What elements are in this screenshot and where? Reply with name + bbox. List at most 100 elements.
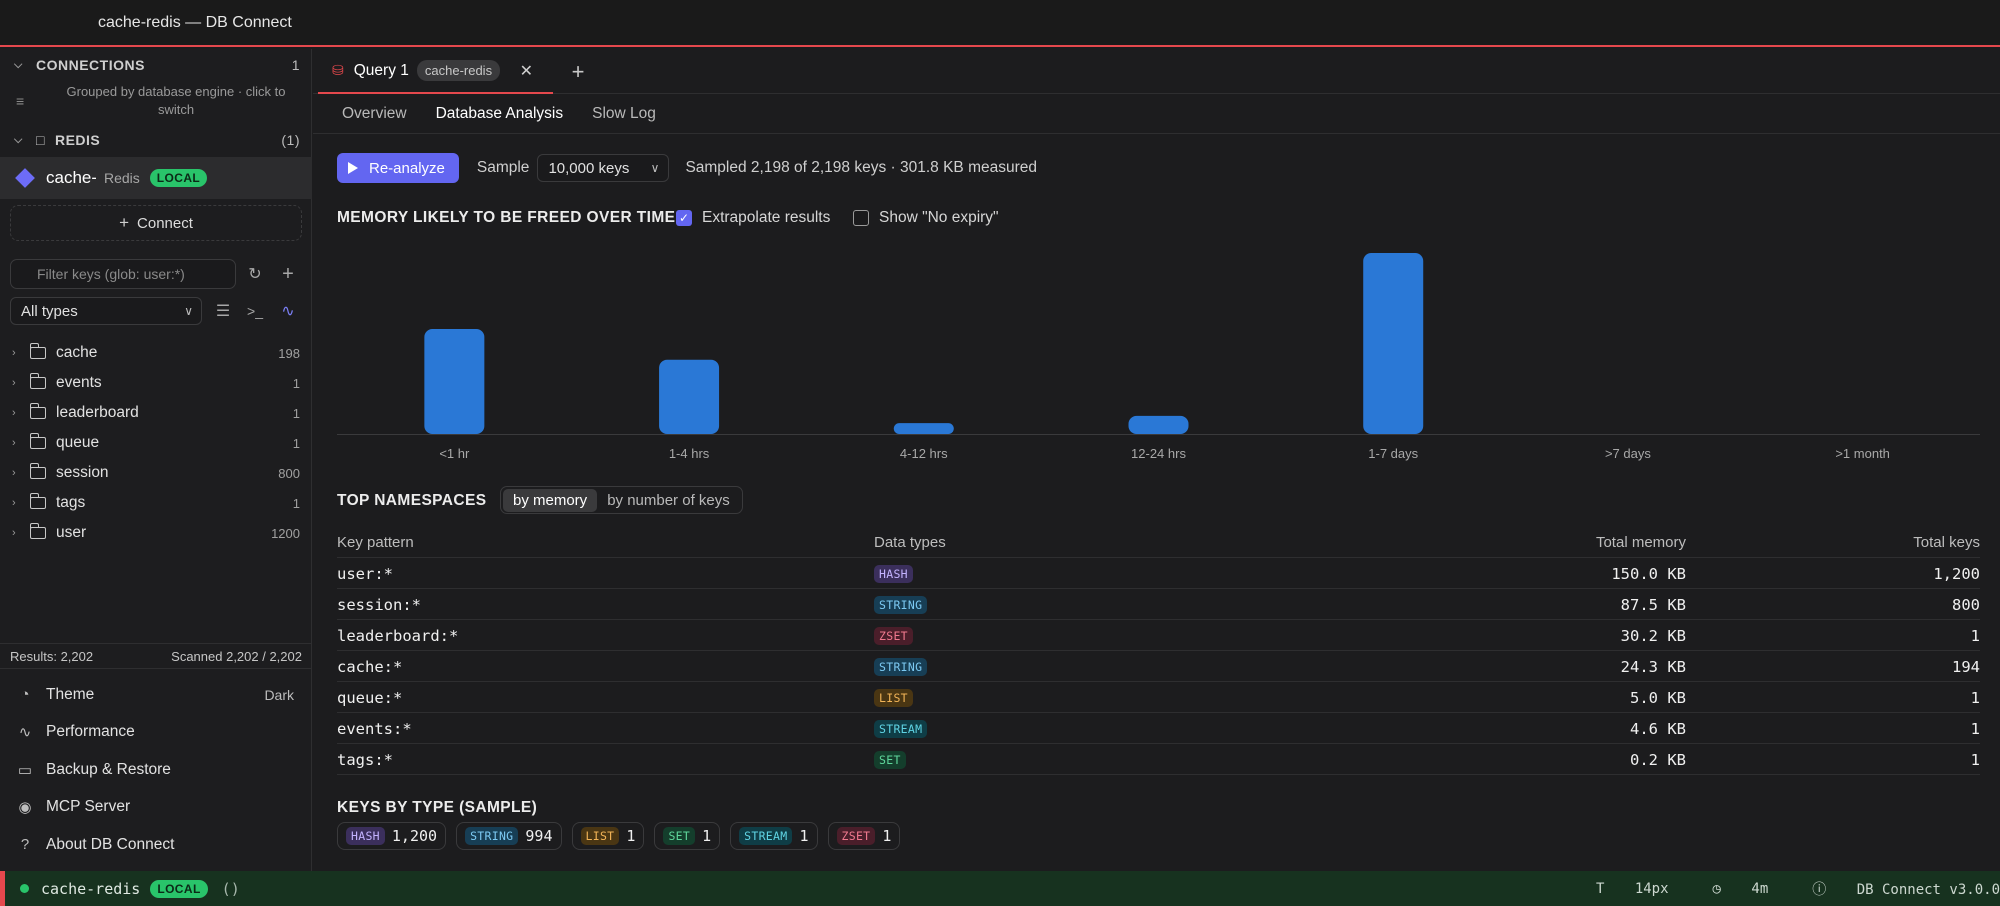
tab-database-analysis[interactable]: Database Analysis (435, 104, 564, 122)
table-row[interactable]: cache:* STRING 24.3 KB 194 (337, 651, 1980, 682)
reanalyze-label: Re-analyze (369, 159, 445, 177)
total-keys: 194 (1952, 657, 1980, 676)
connections-header[interactable]: ⌵ CONNECTIONS 1 (0, 51, 312, 79)
keys-by-type-title: KEYS BY TYPE (SAMPLE) (337, 799, 538, 816)
chart-bar[interactable] (424, 329, 485, 434)
menu-label: Backup & Restore (46, 760, 171, 778)
close-icon[interactable]: ✕ (519, 62, 533, 80)
col-total-keys[interactable]: Total keys (1913, 534, 1980, 551)
list-view-icon[interactable]: ☰ (215, 303, 231, 320)
tab-label: Query 1 (353, 61, 409, 79)
type-badge: LIST (580, 827, 620, 845)
data-type-cell: HASH (874, 558, 913, 589)
filter-keys-input[interactable] (10, 259, 236, 289)
chevron-right-icon: › (12, 527, 16, 539)
total-keys: 1 (1970, 719, 1980, 738)
tree-folder-queue[interactable]: › queue 1 (0, 428, 312, 458)
menu-about[interactable]: ? About DB Connect (0, 826, 312, 864)
tab-query-1[interactable]: ⛁ Query 1 cache-redis ✕ (318, 49, 553, 94)
type-count-pill: HASH 1,200 (337, 822, 447, 850)
no-expiry-label: Show "No expiry" (879, 209, 999, 226)
folder-name: tags (56, 494, 86, 511)
total-keys: 1,200 (1933, 564, 1980, 583)
status-connection[interactable]: cache-redis (41, 879, 141, 898)
chart-x-label: 12-24 hrs (1131, 446, 1186, 461)
type-count-pill: ZSET 1 (827, 822, 901, 850)
extrapolate-label: Extrapolate results (702, 209, 831, 226)
connections-label: CONNECTIONS (36, 57, 145, 73)
type-badge: HASH (346, 827, 385, 845)
data-type-cell: STRING (874, 589, 928, 620)
group-redis-header[interactable]: ⌵ □ REDIS (1) (0, 126, 312, 154)
sort-by-memory[interactable]: by memory (503, 488, 598, 512)
folder-icon (29, 523, 46, 539)
table-row[interactable]: tags:* SET 0.2 KB 1 (337, 744, 1980, 775)
connection-item[interactable]: cache-redis Redis LOCAL (0, 157, 312, 199)
table-row[interactable]: user:* HASH 150.0 KB 1,200 (337, 558, 1980, 589)
sort-by-key-count[interactable]: by number of keys (607, 491, 730, 509)
uptime-indicator: ◷ 4m (1691, 881, 1769, 897)
chart-x-label: >7 days (1605, 446, 1651, 461)
type-badge: LIST (874, 688, 913, 707)
redis-diamond-icon (15, 168, 35, 188)
no-expiry-checkbox[interactable]: Show "No expiry" (853, 209, 999, 227)
chevron-right-icon: › (12, 347, 16, 359)
chart-x-label: 1-7 days (1368, 446, 1418, 461)
tree-folder-user[interactable]: › user 1200 (0, 518, 312, 548)
col-total-memory[interactable]: Total memory (1595, 534, 1686, 551)
font-size-value: 14px (1634, 880, 1669, 897)
refresh-icon[interactable]: ↻ (248, 266, 262, 283)
extrapolate-checkbox[interactable]: ✓ Extrapolate results (676, 209, 830, 227)
col-data-types[interactable]: Data types (874, 534, 946, 551)
type-badge: STRING (874, 595, 928, 614)
font-size-indicator[interactable]: T 14px (1574, 881, 1669, 897)
version-indicator[interactable]: ⓘ DB Connect v3.0.0 (1790, 879, 2000, 899)
key-pattern: user:* (337, 564, 393, 583)
table-row[interactable]: events:* STREAM 4.6 KB 1 (337, 713, 1980, 744)
menu-performance[interactable]: ∿ Performance (0, 714, 312, 752)
table-body: user:* HASH 150.0 KB 1,200 session:* STRING 87… (337, 558, 1980, 775)
menu-backup-restore[interactable]: ▭ Backup & Restore (0, 751, 312, 789)
chart-x-label: <1 hr (439, 446, 470, 461)
tree-folder-events[interactable]: › events 1 (0, 368, 312, 398)
group-hint[interactable]: ≡ Grouped by database engine · click to … (12, 83, 308, 123)
analysis-icon[interactable]: ∿ (281, 303, 295, 320)
table-row[interactable]: leaderboard:* ZSET 30.2 KB 1 (337, 620, 1980, 651)
key-tree: › cache 198 › events 1 › leaderboard 1 ›… (0, 338, 312, 548)
menu-theme[interactable]: ◔ Theme Dark (0, 676, 312, 714)
chevron-down-icon: ⌵ (14, 58, 23, 71)
connect-button[interactable]: + Connect (10, 205, 302, 241)
table-row[interactable]: session:* STRING 87.5 KB 800 (337, 589, 1980, 620)
terminal-icon[interactable]: >_ (247, 303, 263, 319)
table-row[interactable]: queue:* LIST 5.0 KB 1 (337, 682, 1980, 713)
palette-icon: ◔ (20, 686, 30, 704)
folder-icon (29, 343, 46, 359)
menu-mcp-server[interactable]: ◉ MCP Server (0, 789, 312, 827)
status-right: T 14px ◷ 4m ⓘ DB Connect v3.0.0 (1552, 879, 2000, 899)
tree-folder-session[interactable]: › session 800 (0, 458, 312, 488)
tree-folder-cache[interactable]: › cache 198 (0, 338, 312, 368)
chart-bar[interactable] (1363, 253, 1424, 434)
key-pattern: queue:* (337, 688, 403, 707)
chart-bar[interactable] (1128, 415, 1189, 434)
tab-overview[interactable]: Overview (342, 104, 407, 122)
sample-select[interactable]: 10,000 keys ∨ (537, 154, 670, 182)
version-value: DB Connect v3.0.0 (1856, 881, 2000, 898)
new-tab-button[interactable]: + (571, 59, 585, 84)
folder-name: user (56, 524, 87, 541)
check-icon: ✓ (676, 210, 692, 226)
reanalyze-button[interactable]: Re-analyze (337, 153, 459, 183)
key-pattern: tags:* (337, 750, 393, 769)
col-key-pattern[interactable]: Key pattern (337, 534, 414, 551)
type-count-pill: SET 1 (654, 822, 721, 850)
add-key-icon[interactable]: + (282, 262, 294, 285)
total-memory: 30.2 KB (1620, 626, 1686, 645)
tree-folder-leaderboard[interactable]: › leaderboard 1 (0, 398, 312, 428)
type-filter-select[interactable]: All types ∨ (10, 297, 202, 325)
chart-bar[interactable] (893, 423, 954, 434)
type-count-pill: LIST 1 (571, 822, 645, 850)
tree-folder-tags[interactable]: › tags 1 (0, 488, 312, 518)
tab-slow-log[interactable]: Slow Log (592, 104, 656, 122)
key-pattern: events:* (337, 719, 412, 738)
chart-bar[interactable] (659, 359, 720, 434)
